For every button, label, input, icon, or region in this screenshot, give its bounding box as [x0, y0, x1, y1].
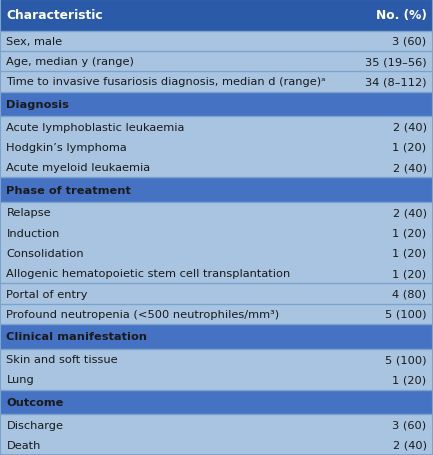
Bar: [0, 389, 433, 415]
Bar: [0, 52, 433, 72]
Text: 1 (20): 1 (20): [392, 269, 427, 278]
Text: 5 (100): 5 (100): [385, 309, 427, 319]
Text: 1 (20): 1 (20): [392, 248, 427, 258]
Bar: [0, 324, 433, 349]
Bar: [0, 324, 433, 349]
Bar: [0, 203, 433, 284]
Bar: [0, 92, 433, 117]
Text: 34 (8–112): 34 (8–112): [365, 77, 427, 87]
Bar: [0, 284, 433, 304]
Text: No. (%): No. (%): [376, 9, 427, 22]
Text: 1 (20): 1 (20): [392, 142, 427, 152]
Text: Skin and soft tissue: Skin and soft tissue: [6, 354, 118, 364]
Text: Lung: Lung: [6, 374, 34, 384]
Text: 2 (40): 2 (40): [392, 122, 427, 132]
Text: Discharge: Discharge: [6, 420, 64, 430]
Text: Hodgkin’s lymphoma: Hodgkin’s lymphoma: [6, 142, 127, 152]
Text: 2 (40): 2 (40): [392, 440, 427, 450]
Text: Sex, male: Sex, male: [6, 37, 63, 47]
Text: 2 (40): 2 (40): [392, 163, 427, 173]
Text: 3 (60): 3 (60): [392, 37, 427, 47]
Text: 5 (100): 5 (100): [385, 354, 427, 364]
Text: 1 (20): 1 (20): [392, 228, 427, 238]
Bar: [0, 31, 433, 52]
Bar: [0, 415, 433, 455]
Text: Phase of treatment: Phase of treatment: [6, 185, 131, 195]
Bar: [0, 117, 433, 178]
Text: Portal of entry: Portal of entry: [6, 289, 88, 299]
Bar: [0, 389, 433, 415]
Text: Clinical manifestation: Clinical manifestation: [6, 332, 148, 342]
Text: Acute myeloid leukaemia: Acute myeloid leukaemia: [6, 163, 151, 173]
Text: Time to invasive fusariosis diagnosis, median d (range)ᵃ: Time to invasive fusariosis diagnosis, m…: [6, 77, 326, 87]
Text: Age, median y (range): Age, median y (range): [6, 57, 134, 67]
Text: Profound neutropenia (<500 neutrophiles/mm³): Profound neutropenia (<500 neutrophiles/…: [6, 309, 280, 319]
Text: 1 (20): 1 (20): [392, 374, 427, 384]
Text: Allogenic hematopoietic stem cell transplantation: Allogenic hematopoietic stem cell transp…: [6, 269, 291, 278]
Bar: [0, 0, 433, 31]
Bar: [0, 304, 433, 324]
Text: Death: Death: [6, 440, 41, 450]
Text: 2 (40): 2 (40): [392, 208, 427, 218]
Text: 35 (19–56): 35 (19–56): [365, 57, 427, 67]
Bar: [0, 72, 433, 92]
Text: Acute lymphoblastic leukaemia: Acute lymphoblastic leukaemia: [6, 122, 185, 132]
Text: 4 (80): 4 (80): [392, 289, 427, 299]
Text: 3 (60): 3 (60): [392, 420, 427, 430]
Text: Characteristic: Characteristic: [6, 9, 103, 22]
Bar: [0, 178, 433, 203]
Text: Consolidation: Consolidation: [6, 248, 84, 258]
Text: Relapse: Relapse: [6, 208, 51, 218]
Text: Diagnosis: Diagnosis: [6, 100, 69, 110]
Bar: [0, 349, 433, 389]
Text: Induction: Induction: [6, 228, 60, 238]
Bar: [0, 178, 433, 203]
Text: Outcome: Outcome: [6, 397, 64, 407]
Bar: [0, 92, 433, 117]
Bar: [0, 0, 433, 31]
